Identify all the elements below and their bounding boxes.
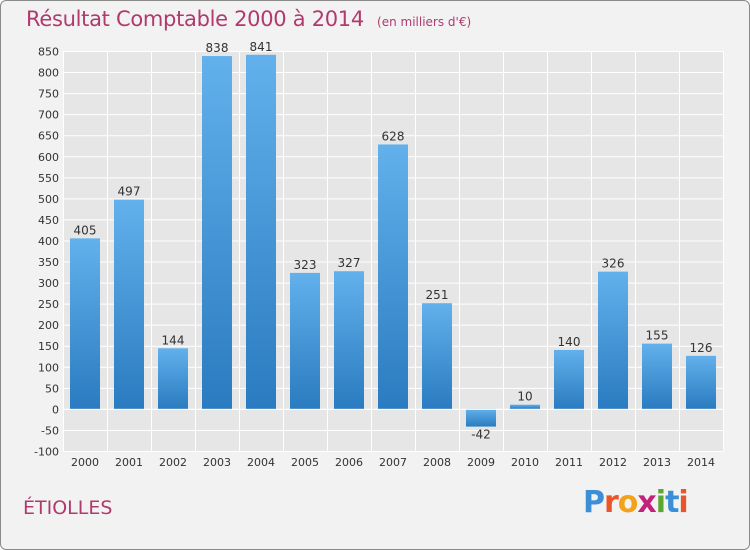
y-tick-label: 50 [45,382,59,395]
y-tick-label: 550 [38,172,59,185]
bar [334,271,364,409]
data-label: 10 [517,390,532,404]
data-label: 838 [206,41,229,55]
x-tick-label: 2006 [335,456,363,469]
y-tick-label: 350 [38,256,59,269]
x-tick-label: 2012 [599,456,627,469]
logo-letter: i [655,485,666,520]
y-tick-label: 400 [38,235,59,248]
logo-letter: i [678,485,688,520]
y-tick-label: 450 [38,214,59,227]
bar [246,54,276,409]
y-tick-label: 650 [38,130,59,143]
data-label: 326 [602,257,625,271]
bar [598,271,628,409]
logo-letter: o [617,485,639,520]
data-label: 327 [338,256,361,270]
data-label: 126 [690,341,713,355]
chart-subtitle: (en milliers d'€) [377,15,472,29]
data-label: 405 [74,223,97,237]
y-tick-label: -100 [34,446,59,459]
bar [686,355,716,409]
chart-title: Résultat Comptable 2000 à 2014 [26,7,364,31]
bar [554,349,584,409]
commune-name: ÉTIOLLES [23,497,113,519]
bar [642,343,672,409]
proxiti-logo: Proxiti [583,485,689,520]
y-tick-label: 150 [38,340,59,353]
bar [202,56,232,409]
x-tick-label: 2002 [159,456,187,469]
bar [466,408,496,427]
logo-letter: x [637,485,656,520]
bar [290,272,320,409]
data-label: 497 [118,185,141,199]
data-label: 323 [294,258,317,272]
y-tick-label: 850 [38,46,59,59]
x-tick-label: 2011 [555,456,583,469]
x-tick-label: 2003 [203,456,231,469]
x-tick-label: 2007 [379,456,407,469]
y-tick-label: 700 [38,109,59,122]
bar [114,199,144,409]
bar [70,238,100,409]
x-tick-label: 2010 [511,456,539,469]
bar [158,348,188,409]
y-tick-label: 0 [52,403,59,416]
data-label: 140 [558,335,581,349]
y-tick-label: -50 [41,424,59,437]
bar [510,404,540,409]
x-tick-label: 2004 [247,456,275,469]
data-label: 155 [646,329,669,343]
bar [378,144,408,409]
data-label: 628 [382,129,405,143]
y-tick-label: 750 [38,88,59,101]
y-tick-label: 300 [38,277,59,290]
logo-letter: P [583,485,605,520]
x-tick-label: 2013 [643,456,671,469]
y-tick-label: 250 [38,298,59,311]
title-block: Résultat Comptable 2000 à 2014 (en milli… [26,7,471,31]
x-tick-label: 2009 [467,456,495,469]
y-tick-label: 600 [38,151,59,164]
bar [422,303,452,409]
data-label: 841 [250,40,273,54]
y-tick-label: 100 [38,361,59,374]
logo-letter: t [665,485,679,520]
y-tick-label: 200 [38,319,59,332]
x-tick-label: 2005 [291,456,319,469]
x-tick-label: 2000 [71,456,99,469]
x-tick-label: 2014 [687,456,715,469]
x-tick-label: 2001 [115,456,143,469]
data-label: -42 [471,428,491,442]
data-label: 251 [426,288,449,302]
y-tick-label: 800 [38,67,59,80]
x-tick-label: 2008 [423,456,451,469]
logo-letter: r [604,485,619,520]
data-label: 144 [162,333,185,347]
y-tick-label: 500 [38,193,59,206]
